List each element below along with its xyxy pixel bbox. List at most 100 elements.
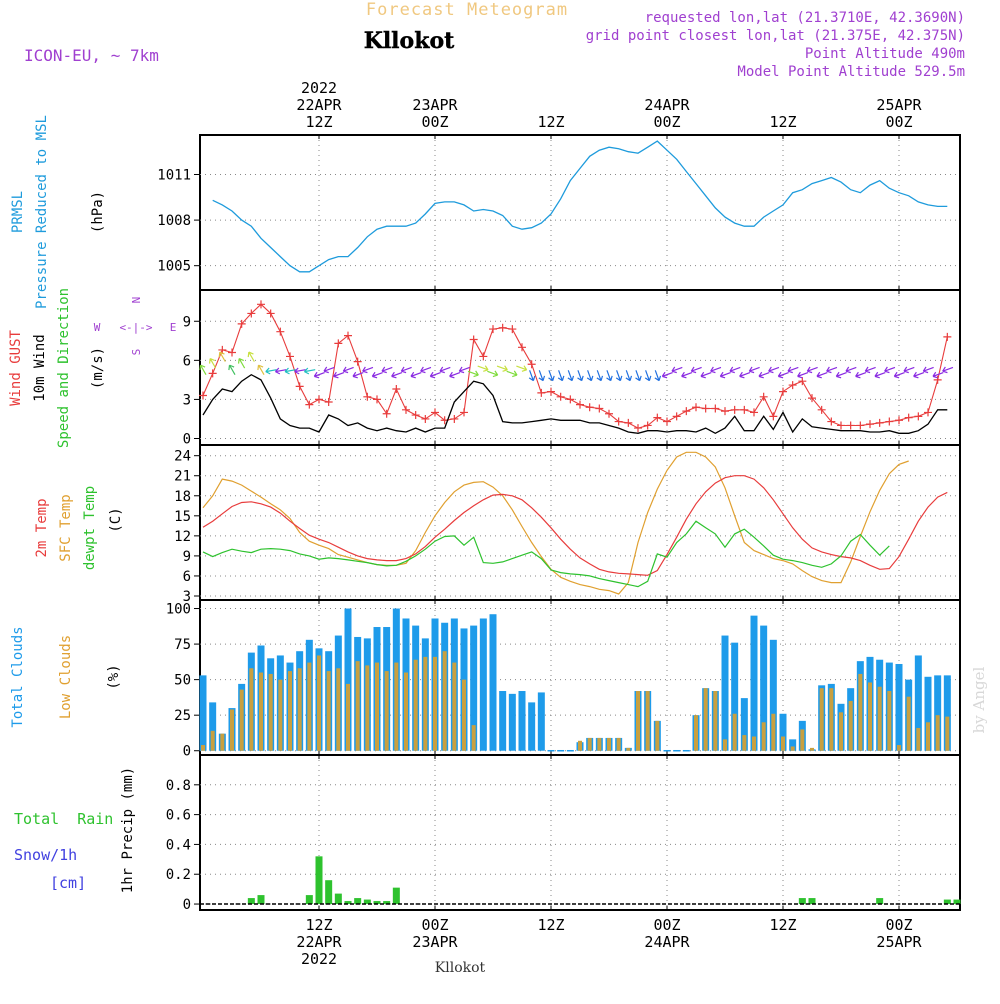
- gust-marker: [711, 404, 720, 413]
- label-low-clouds: Low Clouds: [58, 635, 74, 719]
- gust-marker: [566, 395, 575, 404]
- wind-arrow: [333, 371, 345, 379]
- rain-bar: [305, 895, 313, 905]
- gust-marker: [750, 408, 758, 417]
- wind-arrow: [942, 366, 954, 374]
- y-tick-label: 24: [174, 449, 191, 465]
- low-cloud-bar: [781, 736, 785, 751]
- data-series: [199, 140, 961, 905]
- total-cloud-bar: [479, 618, 487, 751]
- gust-marker: [450, 414, 459, 423]
- wind-arrow: [787, 366, 799, 374]
- gust-marker: [634, 424, 642, 433]
- gust-marker: [411, 411, 420, 420]
- gust-marker: [895, 416, 903, 425]
- wind-arrow: [420, 366, 432, 374]
- gust-marker: [856, 421, 865, 430]
- y-tick-label: 21: [174, 469, 191, 485]
- wind-arrow: [400, 366, 412, 374]
- gust-marker: [344, 331, 352, 340]
- low-cloud-bar: [597, 737, 602, 751]
- dewpt-line: [202, 520, 890, 588]
- time-label-bottom: 25APR: [876, 933, 922, 951]
- gust-marker: [595, 404, 604, 413]
- wind-arrow: [855, 371, 867, 379]
- wind-arrow: [922, 366, 934, 374]
- gust-marker: [808, 394, 816, 403]
- time-label-bottom: 24APR: [644, 933, 690, 951]
- low-cloud-bar: [384, 671, 389, 751]
- low-cloud-bar: [433, 656, 437, 751]
- label-precip-mm: 1hr Precip (mm): [120, 767, 136, 893]
- gust-marker: [643, 421, 652, 430]
- wind-arrow: [729, 366, 741, 374]
- rain-bar: [808, 898, 816, 905]
- gust-marker: [547, 387, 555, 396]
- gust-marker: [875, 418, 884, 427]
- gust-marker: [585, 403, 594, 412]
- wind-arrow: [439, 366, 451, 374]
- wind-arrow: [294, 367, 306, 375]
- total-cloud-bar: [895, 663, 903, 751]
- gust-marker: [943, 332, 952, 341]
- gust-marker: [537, 388, 546, 397]
- gust-marker: [431, 408, 439, 417]
- wind-arrow: [449, 371, 461, 379]
- rain-bar: [373, 901, 381, 905]
- y-tick-label: 1008: [157, 213, 191, 229]
- gust-marker: [324, 398, 333, 407]
- label-percent: (%): [106, 664, 122, 689]
- gust-marker: [199, 391, 207, 400]
- wind-arrow: [777, 371, 789, 379]
- wind-panel-frame: [199, 289, 961, 446]
- gust-marker: [295, 382, 304, 391]
- gust-marker: [924, 408, 932, 417]
- wind-arrow: [342, 366, 354, 374]
- time-label-top: 12Z: [537, 113, 564, 131]
- gust-marker: [363, 392, 372, 401]
- wind-arrow: [681, 371, 693, 379]
- y-tick-label: 100: [166, 602, 191, 618]
- gust-marker: [817, 405, 826, 414]
- clouds-panel-frame: [199, 599, 961, 756]
- y-tick-label: 15: [174, 509, 191, 525]
- gust-marker: [885, 417, 894, 426]
- gust-marker: [914, 412, 923, 421]
- total-cloud-bar: [470, 625, 478, 751]
- pressure-panel-frame: [199, 134, 961, 291]
- total-cloud-bar: [209, 702, 217, 751]
- wind-arrow: [548, 370, 555, 382]
- time-label-top: 22APR: [296, 96, 342, 114]
- wind-arrow: [506, 370, 518, 378]
- gust-marker: [305, 400, 314, 409]
- low-cloud-bar: [810, 747, 814, 751]
- low-cloud-bar: [771, 713, 776, 751]
- low-cloud-bar: [259, 672, 263, 751]
- time-label-bottom: 23APR: [412, 933, 458, 951]
- gust-marker: [498, 323, 507, 332]
- wind-arrow: [671, 366, 683, 374]
- wind-arrow: [429, 371, 441, 379]
- wind-arrow: [748, 366, 760, 374]
- low-cloud-bar: [848, 700, 853, 751]
- wind-arrow: [265, 367, 277, 375]
- label-total-rain: Total Rain: [14, 810, 113, 828]
- gust-marker: [460, 408, 468, 417]
- low-cloud-bar: [210, 730, 215, 751]
- wind-arrow: [768, 366, 780, 374]
- label-2m-temp: 2m Temp: [34, 498, 50, 557]
- temp-panel-frame: [199, 444, 961, 601]
- wind-arrow: [797, 371, 809, 379]
- label-celsius: (C): [108, 507, 124, 532]
- low-cloud-bar: [877, 686, 882, 751]
- total-cloud-bar: [499, 691, 507, 751]
- gust-marker: [846, 421, 855, 430]
- total-cloud-bar: [199, 675, 207, 751]
- compass-e: E: [170, 321, 177, 334]
- low-cloud-bar: [278, 679, 283, 751]
- time-label-top: 12Z: [769, 113, 796, 131]
- wind-arrow: [806, 366, 818, 374]
- footer-location: Kllokot: [435, 960, 486, 976]
- time-label-top: 2022: [301, 79, 337, 97]
- time-label-bottom: 00Z: [421, 916, 448, 934]
